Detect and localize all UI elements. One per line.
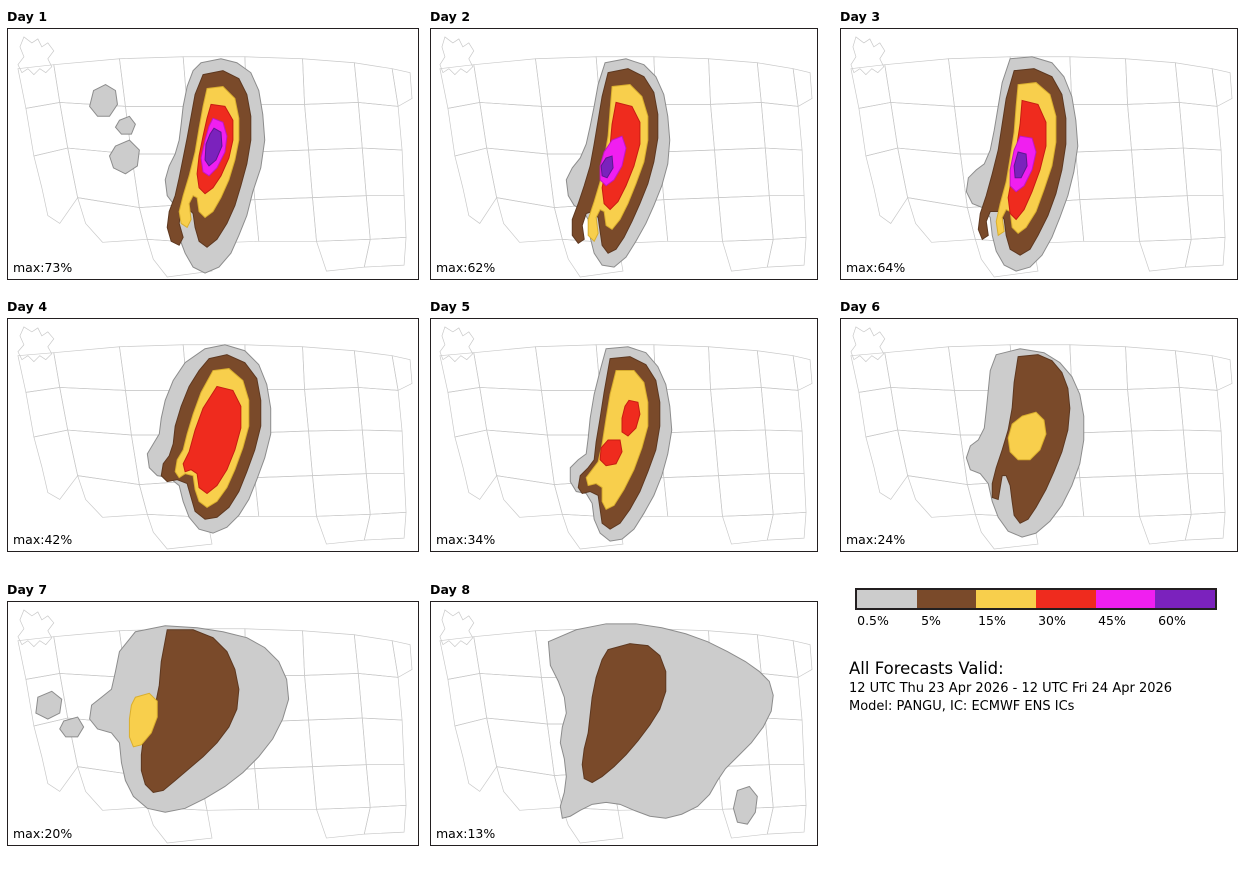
map-frame-day-5[interactable]: max:34% — [430, 318, 818, 552]
map-day-5 — [439, 326, 813, 550]
max-label-day-4: max:42% — [13, 532, 73, 547]
probability-contours — [35, 625, 290, 813]
max-label-day-6: max:24% — [846, 532, 906, 547]
map-day-7 — [17, 609, 413, 844]
panel-day-5: Day 5 — [430, 299, 818, 552]
legend-block: 0.5% 5% 15% 30% 45% 60% All Forecasts Va… — [847, 588, 1239, 714]
panel-title-day-5: Day 5 — [430, 299, 471, 314]
map-day-4 — [17, 326, 413, 550]
map-frame-day-7[interactable]: max:20% — [7, 601, 419, 846]
colorbar-tick-labels: 0.5% 5% 15% 30% 45% 60% — [847, 613, 1225, 633]
max-label-day-1: max:73% — [13, 260, 73, 275]
probability-contours — [965, 56, 1079, 272]
panel-day-3: Day 3 — [840, 9, 1238, 280]
map-day-8 — [439, 609, 813, 844]
max-label-day-7: max:20% — [13, 826, 73, 841]
probability-contours — [146, 344, 272, 534]
colorbar-tick-4: 45% — [1098, 613, 1126, 628]
colorbar-tick-3: 30% — [1038, 613, 1066, 628]
panel-title-day-2: Day 2 — [430, 9, 471, 24]
max-label-day-2: max:62% — [436, 260, 496, 275]
map-frame-day-8[interactable]: max:13% — [430, 601, 818, 846]
colorbar-swatch-3 — [1036, 590, 1096, 608]
panel-title-day-8: Day 8 — [430, 582, 471, 597]
panel-title-day-3: Day 3 — [840, 9, 881, 24]
probability-contours — [569, 346, 673, 542]
panel-day-2: Day 2 — [430, 9, 818, 280]
probability-contours — [965, 348, 1085, 538]
map-frame-day-3[interactable]: max:64% — [840, 28, 1238, 280]
colorbar-tick-2: 15% — [978, 613, 1006, 628]
map-day-6 — [850, 326, 1233, 550]
map-frame-day-2[interactable]: max:62% — [430, 28, 818, 280]
colorbar-swatch-1 — [916, 590, 977, 608]
max-label-day-8: max:13% — [436, 826, 496, 841]
map-day-3 — [850, 36, 1233, 278]
map-day-1 — [17, 36, 413, 278]
probability-contours — [565, 58, 671, 268]
colorbar-swatch-4 — [1095, 590, 1156, 608]
panel-day-8: Day 8 — [430, 582, 818, 846]
map-day-2 — [439, 36, 813, 278]
max-label-day-3: max:64% — [846, 260, 906, 275]
max-label-day-5: max:34% — [436, 532, 496, 547]
panel-title-day-6: Day 6 — [840, 299, 881, 314]
colorbar-tick-1: 5% — [921, 613, 941, 628]
colorbar-swatch-5 — [1155, 590, 1216, 608]
panel-day-6: Day 6 — [840, 299, 1238, 552]
map-frame-day-4[interactable]: max:42% — [7, 318, 419, 552]
map-frame-day-1[interactable]: max:73% — [7, 28, 419, 280]
model-line: Model: PANGU, IC: ECMWF ENS ICs — [849, 699, 1075, 714]
panel-day-7: Day 7 — [7, 582, 419, 846]
colorbar-tick-0: 0.5% — [857, 613, 889, 628]
map-frame-day-6[interactable]: max:24% — [840, 318, 1238, 552]
colorbar-swatch-2 — [976, 590, 1037, 608]
panel-title-day-4: Day 4 — [7, 299, 48, 314]
panel-title-day-7: Day 7 — [7, 582, 48, 597]
panel-title-day-1: Day 1 — [7, 9, 48, 24]
panel-day-1: Day 1 — [7, 9, 419, 280]
probability-contours — [547, 623, 774, 825]
colorbar-tick-5: 60% — [1158, 613, 1186, 628]
probability-contours — [89, 58, 266, 274]
valid-title: All Forecasts Valid: — [849, 659, 1004, 678]
valid-period: 12 UTC Thu 23 Apr 2026 - 12 UTC Fri 24 A… — [849, 681, 1173, 696]
colorbar-swatch-0 — [857, 590, 917, 608]
panel-day-4: Day 4 — [7, 299, 419, 552]
probability-colorbar — [855, 588, 1217, 610]
